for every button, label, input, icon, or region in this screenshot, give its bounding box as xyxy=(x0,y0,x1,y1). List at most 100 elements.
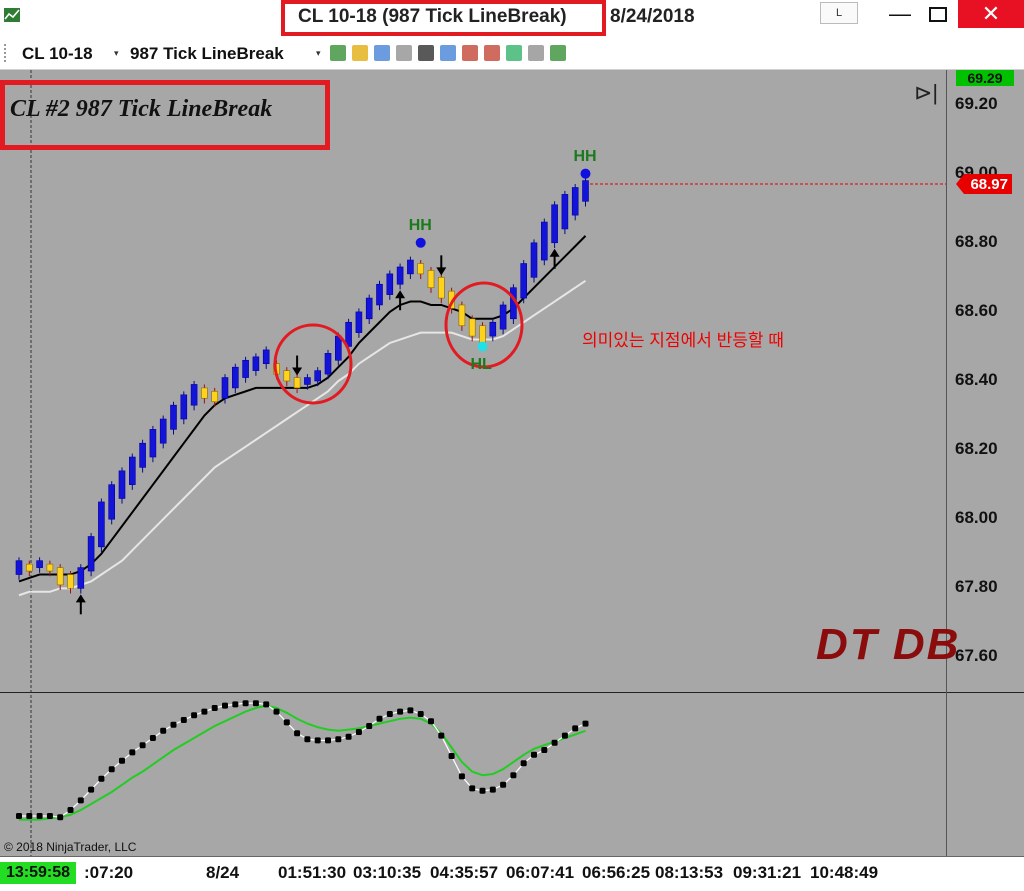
up-brick xyxy=(139,442,146,468)
zoom-in-icon[interactable] xyxy=(374,45,390,61)
oscillator-dot xyxy=(376,715,383,722)
up-brick xyxy=(304,377,311,385)
up-brick xyxy=(159,418,167,444)
oscillator-dot xyxy=(407,707,414,714)
maximize-button[interactable] xyxy=(918,0,958,28)
up-brick xyxy=(232,366,239,389)
time-tick-label: 01:51:30 xyxy=(278,863,347,882)
up-brick xyxy=(540,221,548,261)
oscillator-dot xyxy=(36,813,43,819)
scroll-to-end-icon[interactable]: ⊳| xyxy=(914,80,939,105)
copyright: © 2018 NinjaTrader, LLC xyxy=(4,840,137,854)
properties-icon[interactable] xyxy=(528,45,544,61)
price-tick-label: 68.40 xyxy=(955,370,998,389)
up-brick xyxy=(530,242,538,278)
data-box-icon[interactable] xyxy=(440,45,456,61)
up-brick xyxy=(15,560,23,575)
instrument-selector[interactable]: CL 10-18 xyxy=(22,44,93,63)
price-tick-label: 68.60 xyxy=(955,300,998,320)
oscillator-dot xyxy=(489,786,496,793)
time-axis[interactable] xyxy=(0,856,1024,891)
up-brick xyxy=(571,187,579,216)
bar-style-icon[interactable] xyxy=(330,45,346,61)
down-brick xyxy=(56,567,64,586)
oscillator-dot xyxy=(314,737,321,744)
up-brick xyxy=(396,266,404,285)
oscillator-dot xyxy=(273,708,280,715)
chart-trader-icon[interactable] xyxy=(506,45,522,61)
series-selector[interactable]: 987 Tick LineBreak xyxy=(130,44,284,63)
up-brick xyxy=(252,356,260,371)
buy-arrow-head xyxy=(549,248,560,257)
oscillator-dot xyxy=(572,725,579,732)
down-brick xyxy=(201,387,208,399)
price-axis-border xyxy=(946,70,947,856)
up-brick xyxy=(324,353,332,375)
up-brick xyxy=(170,404,177,430)
oscillator-dot xyxy=(355,729,362,735)
up-brick xyxy=(386,273,394,295)
oscillator-dot xyxy=(510,772,517,779)
oscillator-dot xyxy=(500,781,507,788)
watermark: DT DB xyxy=(816,620,961,669)
up-brick xyxy=(98,501,105,548)
oscillator-dot xyxy=(108,766,115,773)
down-brick xyxy=(46,563,54,572)
zoom-out-icon[interactable] xyxy=(396,45,412,61)
oscillator-dot xyxy=(345,733,352,740)
oscillator-dot xyxy=(469,785,476,792)
panel-separator[interactable] xyxy=(0,692,1024,693)
up-brick xyxy=(190,384,198,406)
down-brick xyxy=(293,377,301,389)
title-highlight-box xyxy=(281,0,606,36)
oscillator-dot xyxy=(57,814,64,821)
toolbar-grip-icon[interactable] xyxy=(4,44,9,62)
save-icon[interactable] xyxy=(550,45,566,61)
oscillator-dot xyxy=(520,760,527,767)
price-chart[interactable] xyxy=(0,70,946,856)
up-brick xyxy=(561,194,569,230)
oscillator-dot xyxy=(428,718,434,725)
buy-arrow-head xyxy=(75,594,86,603)
price-tick-label: 67.60 xyxy=(955,646,998,666)
indicators-icon[interactable] xyxy=(462,45,478,61)
instrument-caret-icon[interactable]: ▾ xyxy=(114,48,119,58)
link-button[interactable]: L xyxy=(820,2,858,24)
oscillator-dot xyxy=(222,702,228,709)
maximize-icon xyxy=(929,6,947,22)
window-title: CL 10-18 (987 Tick LineBreak) xyxy=(298,6,567,27)
minimize-button[interactable]: — xyxy=(889,1,911,26)
swing-high-dot xyxy=(415,237,426,248)
down-brick xyxy=(211,391,218,403)
buy-arrow-head xyxy=(395,290,406,299)
oscillator-dot xyxy=(67,807,74,813)
up-brick xyxy=(87,536,95,572)
up-brick xyxy=(262,349,270,365)
oscillator-dot xyxy=(582,720,589,727)
oscillator-dot xyxy=(88,786,95,793)
time-tick-label: 8/24 xyxy=(206,863,240,882)
time-tick-label: 04:35:57 xyxy=(430,863,499,882)
price-tick-label: 68.80 xyxy=(955,231,998,251)
current-time-marker: 13:59:58 xyxy=(0,862,76,884)
panel-label-highlight-box xyxy=(0,80,330,150)
draw-tool-icon[interactable] xyxy=(352,45,368,61)
price-tick-label: 68.00 xyxy=(955,508,998,528)
oscillator-signal-line xyxy=(19,704,586,821)
close-button[interactable]: ✕ xyxy=(958,0,1024,28)
up-brick xyxy=(242,359,249,378)
oscillator-dot xyxy=(458,773,465,780)
chart-canvas[interactable] xyxy=(0,70,1024,890)
up-brick xyxy=(149,429,157,458)
strategies-icon[interactable] xyxy=(484,45,500,61)
series-caret-icon[interactable]: ▾ xyxy=(316,48,321,58)
window-date: 8/24/2018 xyxy=(610,6,695,27)
crosshair-icon[interactable] xyxy=(418,45,434,61)
oscillator-dot xyxy=(541,747,548,753)
swing-low-dot xyxy=(477,341,488,352)
up-brick xyxy=(77,567,85,589)
oscillator-dot xyxy=(531,751,537,758)
up-brick xyxy=(407,259,414,275)
sell-arrow-head xyxy=(292,367,303,376)
oscillator-dot xyxy=(129,749,136,756)
